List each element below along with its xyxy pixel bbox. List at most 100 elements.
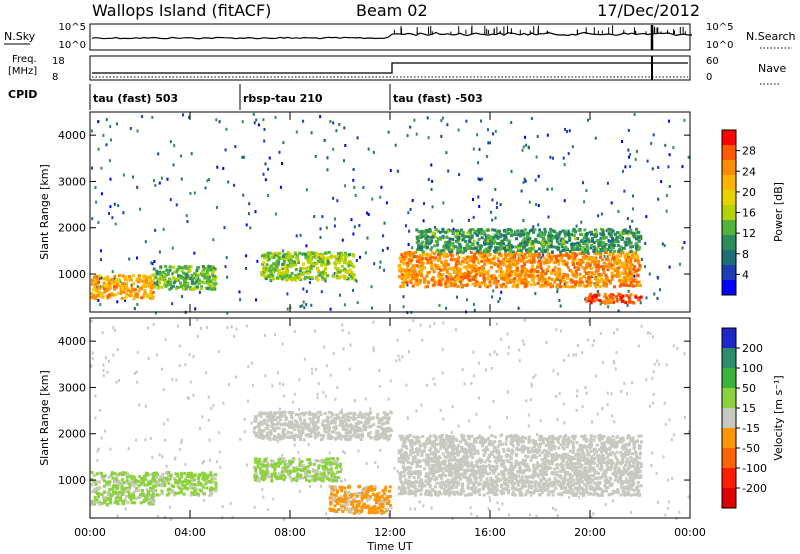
echo-cell <box>540 272 544 275</box>
echo-cell <box>500 261 504 265</box>
echo-cell <box>464 239 468 243</box>
echo-cell <box>453 265 457 269</box>
echo-cell <box>354 508 358 511</box>
scatter-cell <box>566 130 569 133</box>
echo-cell <box>422 229 426 233</box>
echo-cell <box>567 285 571 289</box>
echo-cell <box>293 476 297 480</box>
echo-cell <box>377 501 381 505</box>
echo-cell <box>338 502 342 506</box>
echo-cell <box>343 502 347 506</box>
scatter-cell <box>333 272 336 275</box>
echo-cell <box>627 284 631 288</box>
echo-cell <box>496 279 500 283</box>
echo-cell <box>495 248 499 252</box>
echo-cell <box>579 276 583 280</box>
echo-cell <box>557 246 561 250</box>
scatter-cell <box>205 326 208 329</box>
echo-cell <box>610 247 614 251</box>
scatter-cell <box>522 219 525 223</box>
echo-cell <box>310 262 314 266</box>
echo-cell <box>438 259 442 263</box>
scatter-cell <box>129 127 132 130</box>
scatter-cell <box>665 363 668 367</box>
scatter-cell <box>582 181 584 185</box>
echo-cell <box>384 500 388 504</box>
echo-cell <box>313 261 317 265</box>
echo-cell <box>565 252 569 256</box>
echo-cell <box>466 255 470 259</box>
echo-cell <box>143 495 147 499</box>
echo-cell <box>174 481 178 485</box>
scatter-cell <box>629 225 631 229</box>
scatter-cell <box>152 323 155 327</box>
echo-cell <box>168 287 172 291</box>
echo-cell <box>389 503 392 507</box>
scatter-cell <box>623 382 626 385</box>
echo-cell <box>301 252 305 256</box>
echo-cell <box>180 269 184 273</box>
echo-cell <box>592 294 596 298</box>
echo-cell <box>530 268 534 272</box>
echo-cell <box>114 285 118 289</box>
echo-cell <box>483 284 487 288</box>
scatter-cell <box>451 219 454 223</box>
echo-cell <box>276 276 280 280</box>
echo-cell <box>444 280 448 284</box>
echo-cell <box>158 281 162 285</box>
scatter-cell <box>529 398 532 402</box>
echo-cell <box>545 258 549 262</box>
echo-cell <box>175 270 179 274</box>
echo-cell <box>492 249 496 253</box>
echo-cell <box>589 246 593 250</box>
echo-cell <box>590 257 593 261</box>
echo-cell <box>562 273 566 277</box>
echo-cell <box>337 508 341 511</box>
echo-cell <box>472 256 476 260</box>
echo-cell <box>635 235 639 238</box>
echo-cell <box>421 253 425 257</box>
scatter-cell <box>189 380 192 384</box>
echo-cell <box>328 507 332 511</box>
echo-cell <box>92 293 96 297</box>
scatter-cell <box>473 308 476 312</box>
echo-cell <box>260 460 264 464</box>
echo-cell <box>621 294 625 298</box>
nsky-tick-bottom: 10^0 <box>59 40 86 51</box>
echo-cell <box>525 232 529 236</box>
scatter-cell <box>377 465 380 469</box>
echo-cell <box>197 480 201 484</box>
echo-cell <box>600 301 604 304</box>
echo-cell <box>478 285 482 289</box>
echo-cell <box>501 270 505 274</box>
echo-cell <box>458 230 462 234</box>
echo-cell <box>380 500 384 504</box>
scatter-cell <box>657 500 659 504</box>
echo-cell <box>191 279 195 282</box>
echo-cell <box>601 258 604 262</box>
echo-cell <box>610 278 614 282</box>
echo-cell <box>593 262 596 266</box>
scatter-cell <box>277 263 280 266</box>
scatter-cell <box>501 502 504 506</box>
scatter-cell <box>593 282 596 286</box>
echo-cell <box>338 258 342 262</box>
scatter-cell <box>109 205 112 209</box>
scatter-cell <box>94 394 97 398</box>
echo-cell <box>425 285 429 289</box>
echo-cell <box>107 475 111 479</box>
echo-cell <box>143 483 147 487</box>
scatter-cell <box>656 359 659 363</box>
echo-cell <box>457 285 461 289</box>
scatter-cell <box>603 254 606 258</box>
echo-cell <box>173 279 177 283</box>
echo-cell <box>637 298 641 302</box>
echo-cell <box>415 228 419 232</box>
echo-cell <box>619 296 623 300</box>
echo-cell <box>524 268 528 271</box>
scatter-cell <box>112 353 115 357</box>
scatter-cell <box>535 203 537 206</box>
echo-cell <box>417 260 421 264</box>
echo-cell <box>611 240 615 243</box>
echo-cell <box>510 230 514 234</box>
